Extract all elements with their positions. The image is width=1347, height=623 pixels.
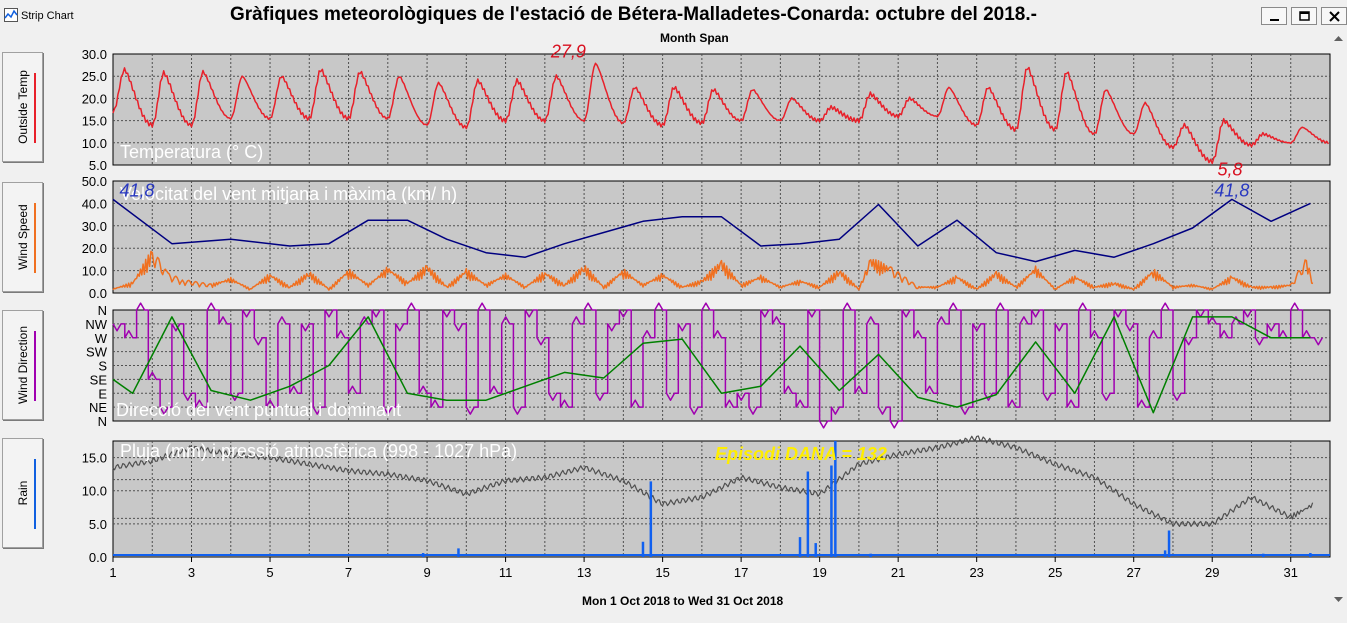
wind-y-tick-label: 0.0 (89, 286, 107, 301)
wind-y-tick-label: 20.0 (82, 241, 107, 256)
rain-y-tick-label: 15.0 (82, 451, 107, 466)
x-tick-label: 27 (1126, 565, 1140, 580)
wind-dir-y-tick-label: S (98, 359, 107, 374)
wind-dir-y-tick-label: SE (90, 372, 108, 387)
wind-y-tick-label: 10.0 (82, 264, 107, 279)
window-title: Gràfiques meteorològiques de l'estació d… (230, 4, 1037, 25)
dana-episode-annotation: Episodi DANA = 132 (715, 444, 887, 464)
wind-dir-y-tick-label: W (95, 331, 108, 346)
x-tick-label: 13 (577, 565, 591, 580)
x-tick-label: 19 (812, 565, 826, 580)
rain-y-tick-label: 10.0 (82, 484, 107, 499)
panel-1-plot-area (112, 53, 1331, 166)
temp-y-tick-label: 5.0 (89, 158, 107, 173)
rain-panel-label: Pluja (mm) i pressió atmosfèrica (998 - … (120, 441, 517, 461)
wind-speed-color-bar (34, 203, 36, 273)
wind-dir-panel-label: Direcció del vent puntual i dominant (116, 400, 401, 420)
minimize-icon (1270, 19, 1279, 21)
temp-y-tick-label: 25.0 (82, 69, 107, 84)
temp-y-tick-label: 10.0 (82, 136, 107, 151)
x-tick-label: 1 (109, 565, 116, 580)
wind-dir-y-tick-label: SW (86, 345, 108, 360)
wind-direction-button[interactable]: Wind Direction (2, 310, 43, 420)
rain-y-tick-label: 0.0 (89, 550, 107, 565)
wind-y-tick-label: 40.0 (82, 196, 107, 211)
wind-average-line (112, 250, 1314, 291)
wind-max-annotation-start: 41,8 (119, 180, 154, 200)
wind-max-annotation-end: 41,8 (1214, 180, 1249, 200)
close-button[interactable] (1321, 7, 1347, 25)
strip-chart-app-icon (4, 8, 18, 22)
x-tick-label: 31 (1284, 565, 1298, 580)
close-icon (1329, 11, 1340, 22)
x-tick-label: 17 (734, 565, 748, 580)
x-tick-label: 5 (266, 565, 273, 580)
temp-min-annotation: 5,8 (1218, 159, 1243, 179)
x-tick-label: 7 (345, 565, 352, 580)
temp-y-tick-label: 30.0 (82, 47, 107, 62)
rain-color-bar (34, 459, 36, 529)
x-tick-label: 15 (655, 565, 669, 580)
rain-y-tick-label: 5.0 (89, 517, 107, 532)
title-bar: Strip Chart Gràfiques meteorològiques de… (0, 0, 1347, 31)
date-range-footer: Mon 1 Oct 2018 to Wed 31 Oct 2018 (582, 594, 784, 608)
wind-dir-y-tick-label: N (98, 414, 107, 429)
x-tick-label: 9 (423, 565, 430, 580)
pressure-line (112, 435, 1314, 528)
x-tick-label: 25 (1048, 565, 1062, 580)
temp-y-tick-label: 20.0 (82, 91, 107, 106)
outside-temp-button[interactable]: Outside Temp (2, 52, 43, 162)
wind-dir-y-tick-label: E (98, 386, 107, 401)
wind-dir-y-tick-label: NW (85, 317, 107, 332)
x-tick-label: 29 (1205, 565, 1219, 580)
scrollbar-arrows (1334, 36, 1343, 602)
wind-max-line (112, 198, 1311, 263)
temp-panel-label: Temperatura (° C) (120, 142, 263, 162)
wind-speed-button[interactable]: Wind Speed (2, 182, 43, 292)
temperature-line (112, 62, 1330, 165)
x-tick-label: 3 (188, 565, 195, 580)
chart-subtitle: Month Span (660, 31, 729, 45)
vertical-scrollbar[interactable] (1330, 31, 1347, 606)
outside-temp-color-bar (34, 73, 36, 143)
x-tick-label: 23 (969, 565, 983, 580)
wind-y-tick-label: 30.0 (82, 219, 107, 234)
wind-direction-point-line (112, 302, 1323, 429)
wind-panel-label: Velocitat del vent mitjana i màxima (km/… (120, 184, 457, 204)
x-tick-label: 21 (891, 565, 905, 580)
wind-y-tick-label: 50.0 (82, 174, 107, 189)
app-name: Strip Chart (21, 10, 74, 22)
panel-2-plot-area (112, 180, 1331, 294)
temp-y-tick-label: 15.0 (82, 114, 107, 129)
temp-max-annotation: 27,9 (550, 41, 586, 61)
x-tick-label: 11 (499, 565, 513, 580)
wind-direction-dominant-line (112, 316, 1311, 414)
minimize-button[interactable] (1261, 7, 1287, 25)
wind-dir-y-tick-label: N (98, 303, 107, 318)
maximize-button[interactable] (1291, 7, 1317, 25)
maximize-icon (1299, 11, 1310, 21)
rain-button[interactable]: Rain (2, 438, 43, 548)
wind-direction-color-bar (34, 331, 36, 401)
wind-dir-y-tick-label: NE (89, 400, 107, 415)
